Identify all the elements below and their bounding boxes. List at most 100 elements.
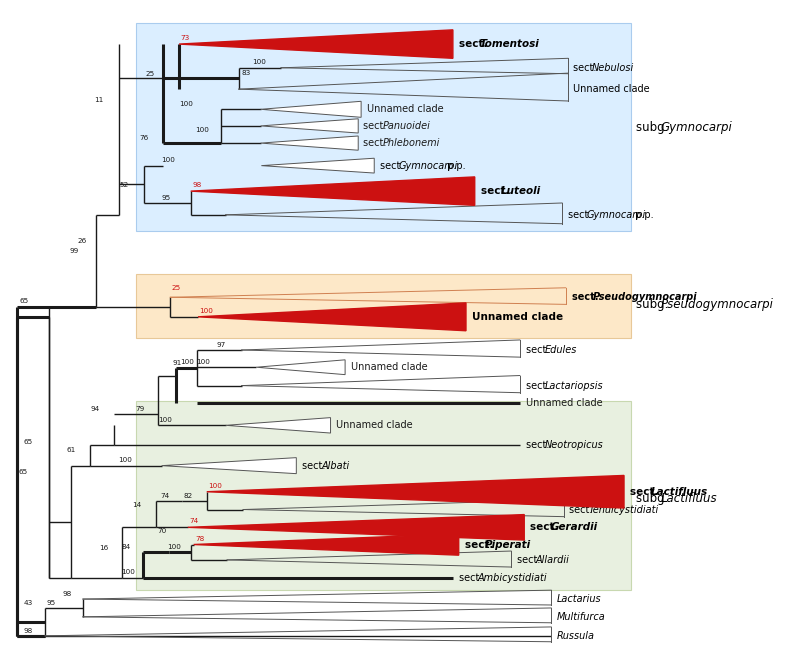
FancyBboxPatch shape xyxy=(136,401,631,590)
Text: sect.: sect. xyxy=(526,381,553,390)
Text: subg.: subg. xyxy=(637,121,673,134)
Polygon shape xyxy=(262,159,374,173)
Polygon shape xyxy=(226,418,331,433)
Polygon shape xyxy=(179,30,453,58)
Text: Unnamed clade: Unnamed clade xyxy=(351,362,428,372)
Text: 78: 78 xyxy=(195,536,204,542)
Text: sect.: sect. xyxy=(530,522,562,533)
Text: 100: 100 xyxy=(122,569,135,575)
Text: Unnamed clade: Unnamed clade xyxy=(336,421,413,430)
Text: 16: 16 xyxy=(99,545,108,551)
Text: sect.: sect. xyxy=(571,292,601,302)
Text: 73: 73 xyxy=(181,35,189,41)
Text: Gymnocarpi: Gymnocarpi xyxy=(587,210,646,220)
Polygon shape xyxy=(193,534,459,555)
Text: 61: 61 xyxy=(67,447,76,453)
Text: Luteoli: Luteoli xyxy=(501,186,541,196)
Text: 82: 82 xyxy=(183,493,193,499)
Text: sect.: sect. xyxy=(568,210,594,220)
Text: subg.: subg. xyxy=(637,299,673,312)
Text: Edules: Edules xyxy=(545,345,577,355)
Text: p.p.: p.p. xyxy=(632,210,654,220)
Text: Lactariopsis: Lactariopsis xyxy=(545,381,604,390)
Text: 98: 98 xyxy=(24,628,32,634)
Text: Multifurca: Multifurca xyxy=(557,612,606,622)
Text: sect.: sect. xyxy=(569,504,596,515)
Text: 100: 100 xyxy=(167,544,182,550)
Polygon shape xyxy=(207,476,624,508)
Text: sect.: sect. xyxy=(526,440,553,450)
Text: Ambicystidiati: Ambicystidiati xyxy=(478,572,547,583)
Text: sect.: sect. xyxy=(630,487,662,496)
Text: Piperati: Piperati xyxy=(485,540,531,550)
Text: 100: 100 xyxy=(180,360,193,365)
Text: Gymnocarpi: Gymnocarpi xyxy=(660,121,733,134)
Text: 65: 65 xyxy=(20,298,29,304)
Text: 100: 100 xyxy=(195,126,209,133)
Text: subg.: subg. xyxy=(637,492,673,505)
Text: 11: 11 xyxy=(94,97,104,103)
Text: sect.: sect. xyxy=(459,39,490,49)
Polygon shape xyxy=(261,136,358,150)
Text: Tomentosi: Tomentosi xyxy=(479,39,539,49)
Polygon shape xyxy=(198,303,466,331)
Text: 100: 100 xyxy=(179,101,193,107)
Text: Phlebonemi: Phlebonemi xyxy=(382,138,439,148)
Text: Lactarius: Lactarius xyxy=(557,594,601,604)
FancyBboxPatch shape xyxy=(136,274,631,337)
Polygon shape xyxy=(162,458,296,474)
Text: sect.: sect. xyxy=(526,345,553,355)
Polygon shape xyxy=(191,177,475,206)
Text: sect.: sect. xyxy=(517,555,543,565)
Text: Panuoidei: Panuoidei xyxy=(382,121,430,131)
Text: 100: 100 xyxy=(200,308,213,314)
Text: 26: 26 xyxy=(77,238,86,244)
Text: Pseudogymnocarpi: Pseudogymnocarpi xyxy=(593,292,697,302)
Text: 95: 95 xyxy=(46,600,56,606)
Text: 25: 25 xyxy=(145,71,155,77)
Text: Unnamed clade: Unnamed clade xyxy=(472,312,563,322)
Text: 97: 97 xyxy=(216,343,226,348)
Text: 14: 14 xyxy=(133,502,141,508)
Text: 100: 100 xyxy=(118,457,132,463)
Polygon shape xyxy=(188,515,524,540)
Polygon shape xyxy=(261,119,358,133)
Text: Russula: Russula xyxy=(557,631,595,641)
Text: p.p.: p.p. xyxy=(444,160,466,171)
Text: Albati: Albati xyxy=(321,460,350,471)
Text: Lactifluus: Lactifluus xyxy=(651,487,708,496)
Text: Unnamed clade: Unnamed clade xyxy=(367,104,443,115)
Text: 84: 84 xyxy=(122,544,130,550)
Text: 25: 25 xyxy=(172,286,181,291)
Text: sect.: sect. xyxy=(363,121,390,131)
Text: 70: 70 xyxy=(157,528,167,534)
Text: sect.: sect. xyxy=(363,138,390,148)
Text: sect.: sect. xyxy=(573,63,600,73)
Text: Allardii: Allardii xyxy=(536,555,570,565)
Text: 65: 65 xyxy=(19,468,28,474)
Text: Gerardii: Gerardii xyxy=(550,522,597,533)
Text: 100: 100 xyxy=(162,157,175,163)
Text: 100: 100 xyxy=(158,417,172,423)
Text: Nebulosi: Nebulosi xyxy=(592,63,634,73)
Text: 91: 91 xyxy=(172,360,182,366)
Polygon shape xyxy=(256,360,345,375)
Text: 65: 65 xyxy=(24,440,32,445)
Text: sect.: sect. xyxy=(480,186,512,196)
Text: 98: 98 xyxy=(63,591,72,597)
Text: 98: 98 xyxy=(193,182,201,188)
Text: sect.: sect. xyxy=(302,460,329,471)
Text: 95: 95 xyxy=(162,195,171,201)
Text: 100: 100 xyxy=(196,359,211,365)
Text: Unnamed clade: Unnamed clade xyxy=(526,398,602,408)
Text: 76: 76 xyxy=(140,136,149,141)
Text: 99: 99 xyxy=(70,248,79,254)
Text: sect.: sect. xyxy=(380,160,406,171)
Text: 52: 52 xyxy=(119,183,129,189)
Text: 100: 100 xyxy=(252,60,266,66)
Text: Gymnocarpi: Gymnocarpi xyxy=(399,160,458,171)
Text: 79: 79 xyxy=(135,406,145,412)
Text: 100: 100 xyxy=(208,483,222,489)
Text: 94: 94 xyxy=(91,406,100,412)
Text: 43: 43 xyxy=(24,600,32,606)
